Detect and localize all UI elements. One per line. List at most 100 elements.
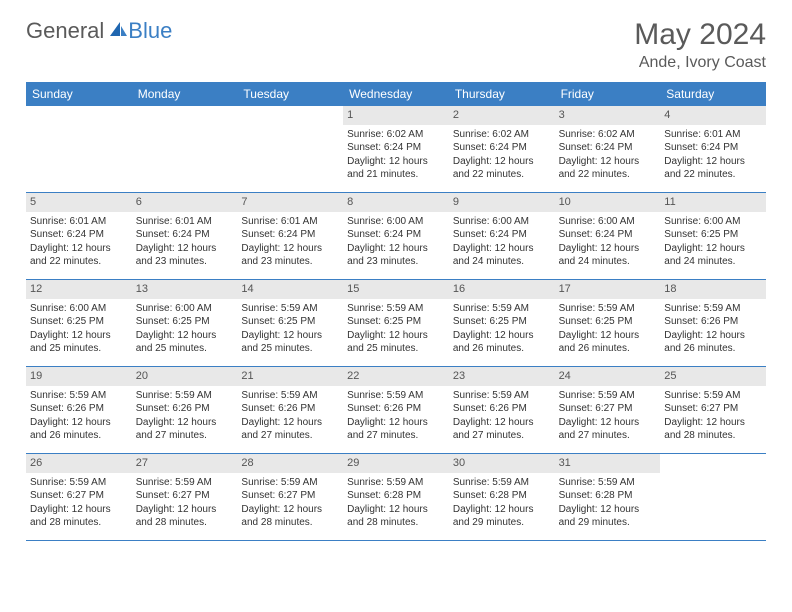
weekday-header: Friday xyxy=(555,82,661,106)
daylight-text: Daylight: 12 hours and 22 minutes. xyxy=(453,155,551,182)
day-cell: 30Sunrise: 5:59 AMSunset: 6:28 PMDayligh… xyxy=(449,454,555,540)
day-cell: 4Sunrise: 6:01 AMSunset: 6:24 PMDaylight… xyxy=(660,106,766,192)
brand-logo: General Blue xyxy=(26,18,172,44)
sunrise-text: Sunrise: 5:59 AM xyxy=(241,389,339,403)
sunrise-text: Sunrise: 6:00 AM xyxy=(453,215,551,229)
day-cell: 6Sunrise: 6:01 AMSunset: 6:24 PMDaylight… xyxy=(132,193,238,279)
sunset-text: Sunset: 6:25 PM xyxy=(664,228,762,242)
day-number: 5 xyxy=(26,193,132,212)
day-cell: 12 Sunrise: 6:00 AMSunset: 6:25 PMDayligh… xyxy=(26,280,132,366)
sunset-text: Sunset: 6:28 PM xyxy=(347,489,445,503)
sunrise-text: Sunrise: 5:59 AM xyxy=(664,302,762,316)
day-cell: 14Sunrise: 5:59 AMSunset: 6:25 PMDayligh… xyxy=(237,280,343,366)
day-number: 25 xyxy=(660,367,766,386)
day-cell: 15 Sunrise: 5:59 AMSunset: 6:25 PMDayligh… xyxy=(343,280,449,366)
day-number: 15 xyxy=(343,280,449,299)
day-cell: 11Sunrise: 6:00 AMSunset: 6:25 PMDayligh… xyxy=(660,193,766,279)
day-number: 4 xyxy=(660,106,766,125)
sunset-text: Sunset: 6:26 PM xyxy=(453,402,551,416)
sunrise-text: Sunrise: 5:59 AM xyxy=(241,302,339,316)
day-cell: 25Sunrise: 5:59 AMSunset: 6:27 PMDayligh… xyxy=(660,367,766,453)
day-number: 3 xyxy=(555,106,661,125)
calendar-grid: 1Sunrise: 6:02 AMSunset: 6:24 PMDaylight… xyxy=(26,106,766,540)
day-cell: 23Sunrise: 5:59 AMSunset: 6:26 PMDayligh… xyxy=(449,367,555,453)
day-number: 16 xyxy=(449,280,555,299)
sunset-text: Sunset: 6:24 PM xyxy=(347,228,445,242)
day-cell: 19Sunrise: 5:59 AMSunset: 6:26 PMDayligh… xyxy=(26,367,132,453)
day-cell: 13Sunrise: 6:00 AMSunset: 6:25 PMDayligh… xyxy=(132,280,238,366)
weekday-header: Monday xyxy=(132,82,238,106)
sunrise-text: Sunrise: 5:59 AM xyxy=(347,476,445,490)
sunset-text: Sunset: 6:24 PM xyxy=(241,228,339,242)
sunrise-text: Sunrise: 5:59 AM xyxy=(453,302,551,316)
weekday-header: Saturday xyxy=(660,82,766,106)
sunrise-text: Sunrise: 6:02 AM xyxy=(453,128,551,142)
sunset-text: Sunset: 6:27 PM xyxy=(664,402,762,416)
day-number: 21 xyxy=(237,367,343,386)
daylight-text: Daylight: 12 hours and 26 minutes. xyxy=(559,329,657,356)
day-cell xyxy=(132,106,238,192)
daylight-text: Daylight: 12 hours and 28 minutes. xyxy=(30,503,128,530)
sunrise-text: Sunrise: 5:59 AM xyxy=(347,302,445,316)
sunrise-text: Sunrise: 6:01 AM xyxy=(664,128,762,142)
day-cell: 5Sunrise: 6:01 AMSunset: 6:24 PMDaylight… xyxy=(26,193,132,279)
day-number: 1 xyxy=(343,106,449,125)
title-block: May 2024 Ande, Ivory Coast xyxy=(634,18,766,72)
daylight-text: Daylight: 12 hours and 22 minutes. xyxy=(559,155,657,182)
daylight-text: Daylight: 12 hours and 25 minutes. xyxy=(347,329,445,356)
daylight-text: Daylight: 12 hours and 28 minutes. xyxy=(241,503,339,530)
sunrise-text: Sunrise: 5:59 AM xyxy=(347,389,445,403)
sunset-text: Sunset: 6:24 PM xyxy=(453,141,551,155)
sunset-text: Sunset: 6:25 PM xyxy=(559,315,657,329)
day-number: 22 xyxy=(343,367,449,386)
sunset-text: Sunset: 6:24 PM xyxy=(347,141,445,155)
day-cell: 22Sunrise: 5:59 AMSunset: 6:26 PMDayligh… xyxy=(343,367,449,453)
day-cell: 7Sunrise: 6:01 AMSunset: 6:24 PMDaylight… xyxy=(237,193,343,279)
sail-icon xyxy=(108,18,128,44)
day-number: 27 xyxy=(132,454,238,473)
day-cell xyxy=(660,454,766,540)
day-cell: 18Sunrise: 5:59 AMSunset: 6:26 PMDayligh… xyxy=(660,280,766,366)
sunrise-text: Sunrise: 5:59 AM xyxy=(30,476,128,490)
day-number: 6 xyxy=(132,193,238,212)
sunset-text: Sunset: 6:27 PM xyxy=(30,489,128,503)
sunrise-text: Sunrise: 5:59 AM xyxy=(453,389,551,403)
month-title: May 2024 xyxy=(634,18,766,52)
day-number: 19 xyxy=(26,367,132,386)
daylight-text: Daylight: 12 hours and 26 minutes. xyxy=(30,416,128,443)
bottom-border xyxy=(26,540,766,541)
brand-part2: Blue xyxy=(128,18,172,44)
day-cell: 20Sunrise: 5:59 AMSunset: 6:26 PMDayligh… xyxy=(132,367,238,453)
day-number: 17 xyxy=(555,280,661,299)
weekday-header: Sunday xyxy=(26,82,132,106)
weekday-header: Wednesday xyxy=(343,82,449,106)
sunrise-text: Sunrise: 6:01 AM xyxy=(30,215,128,229)
day-number: 7 xyxy=(237,193,343,212)
page-header: General Blue May 2024 Ande, Ivory Coast xyxy=(26,18,766,72)
sunset-text: Sunset: 6:25 PM xyxy=(241,315,339,329)
sunset-text: Sunset: 6:26 PM xyxy=(136,402,234,416)
sunset-text: Sunset: 6:24 PM xyxy=(453,228,551,242)
sunset-text: Sunset: 6:28 PM xyxy=(559,489,657,503)
brand-part1: General xyxy=(26,18,104,44)
day-cell xyxy=(26,106,132,192)
day-cell: 8Sunrise: 6:00 AMSunset: 6:24 PMDaylight… xyxy=(343,193,449,279)
sunrise-text: Sunrise: 6:00 AM xyxy=(30,302,128,316)
weekday-header-row: Sunday Monday Tuesday Wednesday Thursday… xyxy=(26,82,766,106)
daylight-text: Daylight: 12 hours and 27 minutes. xyxy=(559,416,657,443)
day-number: 9 xyxy=(449,193,555,212)
sunset-text: Sunset: 6:24 PM xyxy=(559,228,657,242)
sunset-text: Sunset: 6:25 PM xyxy=(347,315,445,329)
daylight-text: Daylight: 12 hours and 23 minutes. xyxy=(347,242,445,269)
sunset-text: Sunset: 6:24 PM xyxy=(559,141,657,155)
sunrise-text: Sunrise: 6:02 AM xyxy=(347,128,445,142)
sunset-text: Sunset: 6:25 PM xyxy=(30,315,128,329)
daylight-text: Daylight: 12 hours and 29 minutes. xyxy=(453,503,551,530)
daylight-text: Daylight: 12 hours and 25 minutes. xyxy=(30,329,128,356)
sunrise-text: Sunrise: 6:02 AM xyxy=(559,128,657,142)
daylight-text: Daylight: 12 hours and 25 minutes. xyxy=(136,329,234,356)
daylight-text: Daylight: 12 hours and 27 minutes. xyxy=(453,416,551,443)
day-number: 12 xyxy=(26,280,132,299)
sunrise-text: Sunrise: 6:00 AM xyxy=(559,215,657,229)
day-cell: 24Sunrise: 5:59 AMSunset: 6:27 PMDayligh… xyxy=(555,367,661,453)
